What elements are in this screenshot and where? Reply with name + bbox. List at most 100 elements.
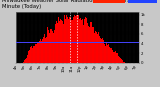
Bar [76, 15, 77, 63]
Bar [122, 60, 123, 63]
Bar [45, 36, 46, 63]
Bar [79, 19, 80, 63]
Bar [88, 26, 89, 63]
Bar [44, 34, 45, 63]
Bar [28, 51, 29, 63]
Bar [29, 50, 30, 63]
Bar [99, 36, 100, 63]
Bar [91, 22, 92, 63]
Bar [116, 53, 117, 63]
Bar [43, 37, 44, 63]
Bar [71, 20, 72, 63]
Bar [121, 59, 122, 63]
Bar [55, 24, 56, 63]
Bar [33, 46, 34, 63]
Bar [109, 47, 110, 63]
Bar [39, 41, 40, 63]
Bar [51, 29, 52, 63]
Bar [67, 17, 68, 63]
Bar [60, 19, 61, 63]
Bar [97, 34, 98, 63]
Text: Milwaukee Weather Solar Radiation & Day Average per Minute (Today): Milwaukee Weather Solar Radiation & Day … [2, 0, 147, 9]
Bar [104, 42, 105, 63]
Bar [111, 48, 112, 63]
Bar [41, 41, 42, 63]
Bar [34, 46, 35, 63]
Bar [115, 51, 116, 63]
Bar [102, 38, 103, 63]
Bar [59, 21, 60, 63]
Bar [100, 38, 101, 63]
Bar [74, 15, 75, 63]
Bar [95, 31, 96, 63]
Bar [123, 62, 124, 63]
Bar [92, 27, 93, 63]
Bar [124, 62, 125, 63]
Bar [58, 17, 59, 63]
Bar [81, 20, 82, 63]
Bar [101, 39, 102, 63]
Bar [23, 62, 24, 63]
Bar [114, 52, 115, 63]
Bar [62, 21, 63, 63]
Bar [38, 43, 39, 63]
Bar [117, 53, 118, 63]
Bar [106, 44, 107, 63]
Bar [118, 56, 119, 63]
Bar [35, 44, 36, 63]
Bar [53, 33, 54, 63]
Bar [90, 22, 91, 63]
Bar [110, 48, 111, 63]
Bar [63, 19, 64, 63]
Bar [25, 59, 26, 63]
Bar [113, 52, 114, 63]
Bar [50, 29, 51, 63]
Bar [77, 15, 78, 63]
Bar [46, 37, 47, 63]
Bar [78, 15, 79, 63]
Bar [80, 18, 81, 63]
Bar [87, 23, 88, 63]
Bar [85, 17, 86, 63]
Bar [98, 32, 99, 63]
Bar [69, 17, 70, 63]
Bar [64, 15, 65, 63]
Bar [119, 57, 120, 63]
Bar [65, 19, 66, 63]
Bar [30, 47, 31, 63]
Bar [32, 48, 33, 63]
Bar [54, 30, 55, 63]
Bar [73, 17, 74, 63]
Bar [84, 19, 85, 63]
Bar [42, 39, 43, 63]
Bar [27, 55, 28, 63]
Bar [120, 58, 121, 63]
Bar [49, 33, 50, 63]
Bar [96, 32, 97, 63]
Bar [83, 25, 84, 63]
Bar [48, 30, 49, 63]
Bar [66, 15, 67, 63]
Bar [75, 16, 76, 63]
Bar [37, 43, 38, 63]
Bar [82, 19, 83, 63]
Bar [94, 33, 95, 63]
Bar [70, 17, 71, 63]
Bar [57, 23, 58, 63]
Bar [89, 27, 90, 63]
Bar [72, 20, 73, 63]
Bar [86, 18, 87, 63]
Bar [105, 46, 106, 63]
Bar [56, 21, 57, 63]
Bar [52, 31, 53, 63]
Bar [112, 50, 113, 63]
Bar [107, 45, 108, 63]
Bar [26, 58, 27, 63]
Bar [103, 40, 104, 63]
Bar [47, 27, 48, 63]
Bar [108, 44, 109, 63]
Bar [31, 46, 32, 63]
Bar [24, 60, 25, 63]
Bar [93, 27, 94, 63]
Bar [36, 44, 37, 63]
